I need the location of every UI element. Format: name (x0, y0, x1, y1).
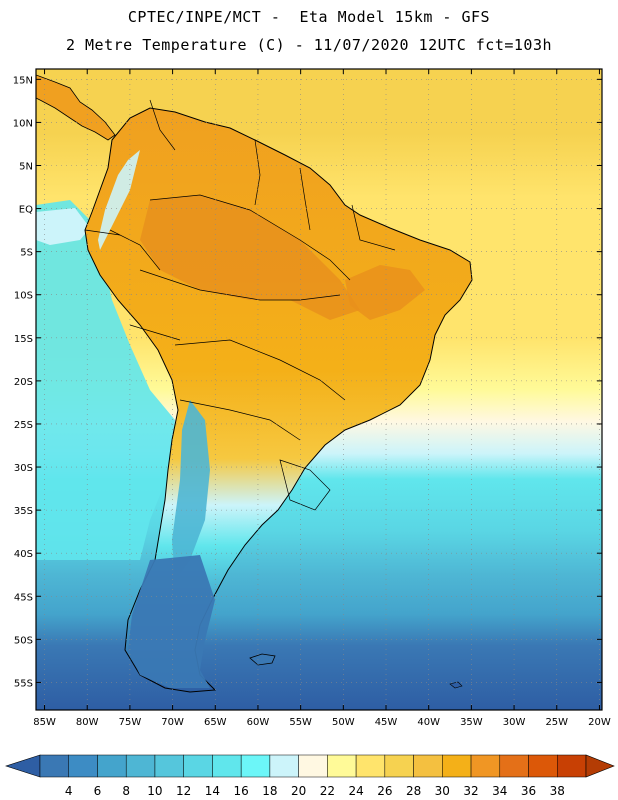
lat-label: 10N (13, 118, 33, 129)
lon-label: 30W (503, 717, 526, 728)
colorbar-swatch (442, 754, 472, 778)
andes-south-ridge (172, 400, 210, 580)
colorbar-label: 16 (234, 784, 249, 798)
colorbar: 4 6 8 10 12 14 16 18 20 22 24 26 28 30 32 34 36 38 (5, 754, 615, 798)
colorbar-swatch (557, 754, 587, 778)
lat-label: 40S (14, 549, 33, 560)
colorbar-swatch (298, 754, 328, 778)
colorbar-swatch (269, 754, 299, 778)
lon-label: 70W (161, 717, 184, 728)
amazon-warm-core (140, 195, 360, 320)
lon-label: 65W (204, 717, 227, 728)
colorbar-label: 26 (377, 784, 392, 798)
colorbar-label: 10 (147, 784, 162, 798)
colorbar-label: 6 (94, 784, 102, 798)
colorbar-swatch (68, 754, 98, 778)
colorbar-swatch (125, 754, 156, 778)
south-georgia-island (449, 681, 463, 689)
patagonia-cold (128, 555, 215, 688)
colorbar-swatch (212, 754, 242, 778)
title-line-2: 2 Metre Temperature (C) - 11/07/2020 12U… (65, 36, 553, 54)
colorbar-swatch (499, 754, 529, 778)
lat-label: 35S (14, 506, 33, 517)
lon-label: 85W (33, 717, 56, 728)
colorbar-swatch (97, 754, 127, 778)
lat-label: 5N (19, 161, 33, 172)
lat-label: 45S (14, 592, 33, 603)
lon-label: 20W (588, 717, 611, 728)
lat-label: 20S (14, 377, 33, 388)
colorbar-swatch (470, 754, 501, 778)
andes-cool-ridge (98, 150, 140, 250)
central-america-land (36, 74, 116, 141)
colorbar-swatch (355, 754, 386, 778)
map-frame (35, 68, 603, 711)
graticule (36, 69, 602, 710)
colorbar-arrow-low (5, 754, 41, 778)
lon-label: 50W (332, 717, 355, 728)
pacific-cool-band (36, 208, 90, 245)
lon-label: 25W (545, 717, 568, 728)
lat-label: 50S (14, 635, 33, 646)
lon-label: 55W (289, 717, 312, 728)
colorbar-arrow-high (585, 754, 615, 778)
colorbar-label: 28 (406, 784, 421, 798)
lon-label: 80W (76, 717, 99, 728)
colorbar-label: 14 (205, 784, 220, 798)
lat-label: 5S (20, 248, 33, 259)
malvinas-islands (249, 653, 276, 666)
colorbar-label: 18 (262, 784, 277, 798)
lon-label: 35W (460, 717, 483, 728)
colorbar-label: 30 (435, 784, 450, 798)
lat-label: 15S (14, 334, 33, 345)
colorbar-swatch (413, 754, 443, 778)
colorbar-swatch (384, 754, 414, 778)
colorbar-label: 12 (176, 784, 191, 798)
colorbar-label: 34 (492, 784, 507, 798)
lon-label: 75W (119, 717, 142, 728)
colorbar-swatch (240, 754, 271, 778)
lat-label: EQ (19, 205, 33, 216)
lat-label: 10S (14, 291, 33, 302)
colorbar-label: 20 (291, 784, 306, 798)
lat-label: 30S (14, 463, 33, 474)
colorbar-swatch (183, 754, 213, 778)
title-line-1: CPTEC/INPE/MCT - Eta Model 15km - GFS (127, 8, 491, 26)
colorbar-swatch (154, 754, 184, 778)
colorbar-label: 8 (122, 784, 130, 798)
lat-label: 15N (13, 75, 33, 86)
lon-label: 40W (417, 717, 440, 728)
colorbar-label: 4 (65, 784, 73, 798)
lat-label: 25S (14, 420, 33, 431)
country-borders (84, 99, 396, 511)
colorbar-label: 36 (521, 784, 536, 798)
colorbar-swatch (327, 754, 357, 778)
colorbar-label: 32 (463, 784, 478, 798)
lat-label: 55S (14, 678, 33, 689)
northeast-warm-core (345, 265, 425, 320)
colorbar-label: 24 (348, 784, 363, 798)
colorbar-label: 22 (320, 784, 335, 798)
lon-label: 60W (247, 717, 270, 728)
colorbar-swatch (528, 754, 558, 778)
colorbar-label: 38 (550, 784, 565, 798)
pacific-cold-tongue (36, 200, 175, 560)
lon-label: 45W (375, 717, 398, 728)
colorbar-swatch (39, 754, 69, 778)
